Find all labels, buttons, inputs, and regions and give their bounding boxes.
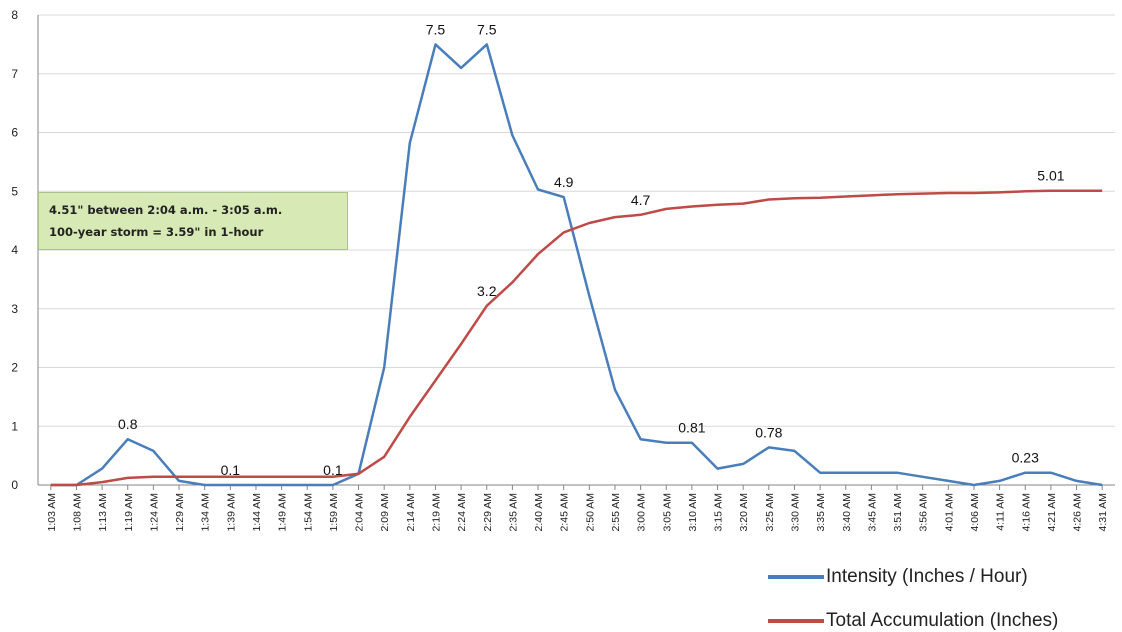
data-label: 0.1 (323, 462, 343, 478)
x-tick-label: 2:04 AM (354, 493, 366, 532)
x-tick-label: 1:29 AM (174, 493, 186, 532)
x-tick-label: 4:16 AM (1020, 493, 1032, 532)
x-tick-label: 3:25 AM (764, 493, 776, 532)
axes (37, 15, 1115, 490)
x-tick-label: 1:19 AM (123, 493, 135, 532)
x-tick-label: 2:50 AM (584, 493, 596, 532)
y-axis-tick-labels: 0 1 2 3 4 5 6 7 8 (11, 8, 18, 492)
legend-label-intensity: Intensity (Inches / Hour) (826, 566, 1028, 587)
x-tick-label: 3:51 AM (892, 493, 904, 532)
x-tick-label: 1:03 AM (46, 493, 58, 532)
x-tick-label: 3:56 AM (918, 493, 930, 532)
x-tick-label: 2:09 AM (379, 493, 391, 532)
data-label: 0.1 (221, 462, 241, 478)
y-tick-label: 8 (11, 8, 18, 22)
x-tick-label: 3:30 AM (789, 493, 801, 532)
data-label: 0.78 (755, 424, 782, 440)
x-tick-label: 1:13 AM (97, 493, 109, 532)
x-tick-label: 4:11 AM (995, 493, 1007, 531)
x-tick-label: 2:19 AM (430, 493, 442, 532)
x-tick-label: 4:01 AM (943, 493, 955, 532)
x-tick-label: 1:59 AM (328, 493, 340, 532)
x-tick-label: 4:31 AM (1097, 493, 1109, 532)
x-tick-label: 4:26 AM (1072, 493, 1084, 532)
x-tick-label: 1:54 AM (302, 493, 314, 532)
x-tick-label: 3:20 AM (738, 493, 750, 532)
x-tick-label: 4:06 AM (969, 493, 981, 532)
y-tick-label: 4 (11, 243, 18, 257)
series-line-total-accumulation (50, 189, 1103, 487)
x-tick-label: 1:08 AM (71, 493, 83, 532)
y-tick-label: 1 (11, 419, 18, 433)
y-tick-label: 7 (11, 67, 18, 81)
series-lines (50, 43, 1103, 487)
annotation-line-2: 100-year storm = 3.59" in 1-hour (49, 225, 264, 239)
legend-swatch-accumulation (768, 619, 824, 623)
x-tick-label: 2:24 AM (456, 493, 468, 532)
x-tick-label: 3:00 AM (636, 493, 648, 532)
data-label: 5.01 (1037, 168, 1064, 184)
x-tick-label: 1:34 AM (200, 493, 212, 532)
x-tick-label: 3:10 AM (687, 493, 699, 532)
legend-label-accumulation: Total Accumulation (Inches) (826, 610, 1059, 631)
x-tick-label: 1:49 AM (277, 493, 289, 532)
x-tick-label: 3:15 AM (713, 493, 725, 532)
x-tick-label: 2:55 AM (610, 493, 622, 532)
data-label: 7.5 (426, 21, 446, 37)
x-tick-label: 4:21 AM (1046, 493, 1058, 532)
x-tick-label: 1:39 AM (225, 493, 237, 532)
x-tick-label: 3:45 AM (866, 493, 878, 532)
y-tick-label: 0 (11, 478, 18, 492)
x-tick-label: 3:05 AM (661, 493, 673, 532)
data-label: 0.81 (678, 420, 705, 436)
y-tick-label: 6 (11, 126, 18, 140)
legend-item-intensity: Intensity (Inches / Hour) (768, 566, 1028, 588)
y-tick-label: 2 (11, 361, 18, 375)
legend-item-accumulation: Total Accumulation (Inches) (768, 610, 1058, 632)
series-line-intensity (50, 43, 1103, 487)
x-tick-label: 2:40 AM (533, 493, 545, 532)
gridlines (38, 14, 1115, 427)
data-label: 3.2 (477, 283, 497, 299)
x-tick-label: 2:35 AM (507, 493, 519, 532)
x-tick-label: 1:24 AM (148, 493, 160, 532)
data-labels: 0.8 0.1 0.1 7.5 7.5 4.9 3.2 4.7 0.81 0.78 0.23 5.01 (118, 21, 1065, 478)
annotation-box: 4.51" between 2:04 a.m. - 3:05 a.m. 100-… (38, 192, 348, 250)
legend-swatch-intensity (768, 575, 824, 579)
y-tick-label: 3 (11, 302, 18, 316)
data-label: 0.23 (1012, 450, 1039, 466)
x-tick-label: 2:29 AM (482, 493, 494, 532)
x-tick-label: 2:14 AM (405, 493, 417, 532)
data-label: 0.8 (118, 416, 138, 432)
x-tick-label: 1:44 AM (251, 493, 263, 532)
x-tick-label: 3:35 AM (815, 493, 827, 532)
x-tick-label: 2:45 AM (559, 493, 571, 532)
data-label: 7.5 (477, 21, 497, 37)
annotation-line-1: 4.51" between 2:04 a.m. - 3:05 a.m. (49, 203, 283, 217)
x-axis-tick-labels: 1:03 AM 1:08 AM 1:13 AM 1:19 AM 1:24 AM 1:29 … (46, 493, 1109, 532)
data-label: 4.9 (554, 174, 574, 190)
data-label: 4.7 (631, 192, 651, 208)
x-tick-label: 3:40 AM (841, 493, 853, 532)
y-tick-label: 5 (11, 184, 18, 198)
